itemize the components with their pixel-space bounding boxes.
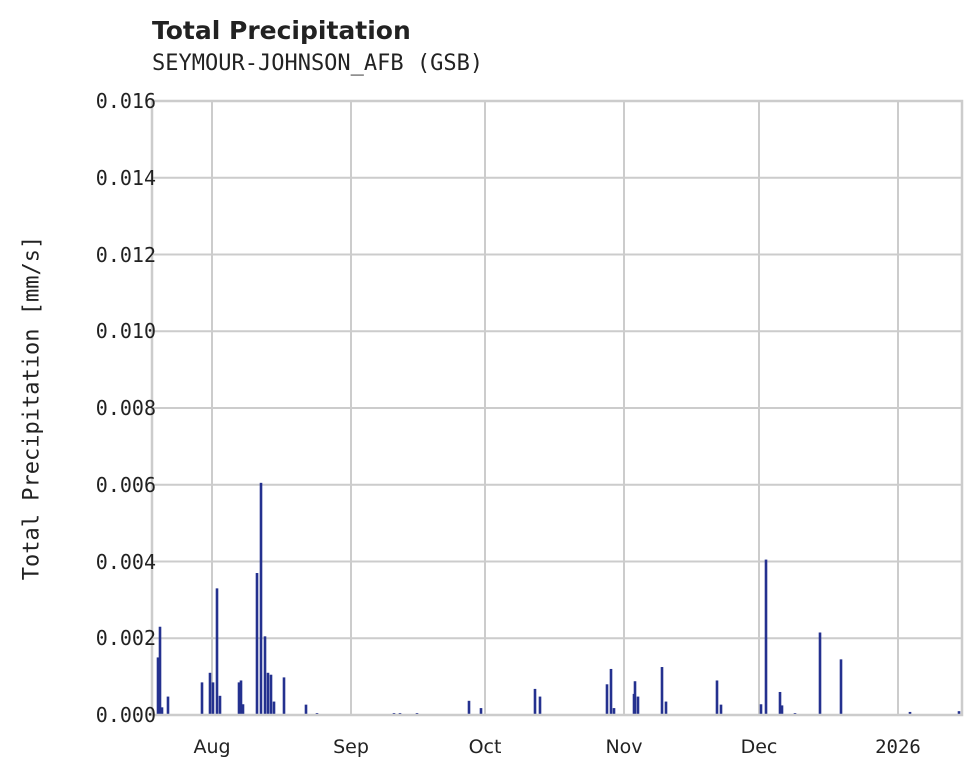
precip-bar	[636, 696, 640, 715]
precip-bar	[839, 659, 843, 715]
precip-bar	[660, 667, 664, 715]
precip-bar	[664, 701, 668, 715]
precip-bar	[241, 704, 245, 715]
precip-bar	[780, 705, 784, 715]
gridlines	[152, 100, 962, 716]
plot-frame	[150, 99, 964, 717]
x-tick-label: Dec	[740, 736, 778, 758]
precip-bar	[156, 657, 160, 715]
precip-bar	[533, 688, 537, 715]
precip-bar	[272, 701, 276, 715]
chart-title: Total Precipitation	[152, 16, 411, 45]
precip-bar	[818, 632, 822, 715]
precip-bar	[239, 680, 243, 715]
precip-bar	[908, 711, 912, 715]
precip-bar	[269, 674, 273, 715]
precip-bar	[237, 682, 241, 715]
x-tick-label: 2026	[875, 736, 921, 758]
x-tick-label: Oct	[468, 736, 502, 758]
y-tick-label: 0.016	[95, 89, 156, 113]
x-tick-label: Sep	[333, 736, 369, 758]
precip-bar	[605, 684, 609, 715]
precip-bar	[282, 677, 286, 715]
precip-bar	[160, 707, 164, 715]
precipitation-bars	[156, 482, 961, 715]
precip-bar	[715, 680, 719, 715]
precip-bar	[158, 626, 162, 715]
precip-bar	[957, 711, 961, 715]
precip-bar	[166, 696, 170, 715]
precip-bar	[467, 700, 471, 715]
precip-bar	[759, 704, 763, 715]
precip-bar	[263, 636, 267, 715]
y-tick-label: 0.000	[95, 703, 156, 727]
precip-bar	[609, 668, 613, 715]
precip-bar	[259, 482, 263, 715]
precip-bar	[764, 559, 768, 715]
precip-bar	[255, 573, 259, 715]
precip-bar	[479, 708, 483, 715]
y-tick-label: 0.014	[95, 165, 156, 190]
precip-bar	[215, 588, 219, 715]
precip-bar	[218, 695, 222, 715]
y-tick-label: 0.004	[95, 549, 156, 574]
precip-bar	[719, 704, 723, 715]
precip-bar	[208, 672, 212, 715]
precip-bar	[304, 704, 308, 715]
y-tick-label: 0.006	[95, 472, 156, 497]
precip-bar	[612, 708, 616, 715]
precip-bar	[211, 682, 215, 715]
y-tick-label: 0.008	[95, 396, 156, 420]
precip-bar	[538, 696, 542, 715]
y-tick-label: 0.012	[95, 242, 156, 267]
precip-bar	[778, 691, 782, 715]
precip-bar	[266, 672, 270, 715]
y-tick-label: 0.010	[95, 319, 156, 344]
x-tick-label: Nov	[605, 736, 643, 758]
precip-bar	[633, 681, 637, 715]
chart-subtitle: SEYMOUR-JOHNSON_AFB (GSB)	[152, 51, 484, 76]
precip-bar	[200, 682, 204, 715]
y-tick-label: 0.002	[95, 626, 156, 651]
x-tick-label: Aug	[193, 736, 231, 758]
